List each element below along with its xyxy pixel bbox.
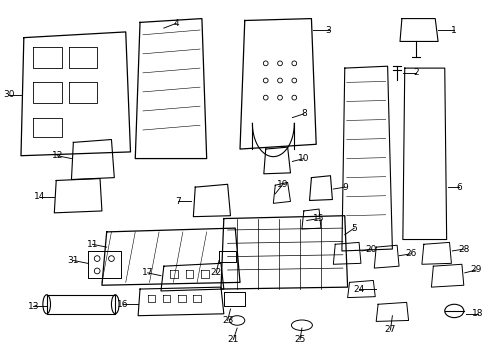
Text: 28: 28 [457,244,468,253]
Text: 24: 24 [353,284,364,293]
Text: 26: 26 [405,249,416,258]
Text: 10: 10 [298,154,309,163]
Text: 17: 17 [142,268,153,277]
Text: 14: 14 [34,192,45,201]
Text: 30: 30 [3,90,14,99]
Text: 8: 8 [300,109,306,118]
Text: 11: 11 [86,240,98,249]
Text: 12: 12 [51,151,63,160]
Text: 6: 6 [455,183,461,192]
Text: 15: 15 [313,214,324,223]
Text: 5: 5 [351,224,356,233]
Text: 23: 23 [222,316,233,325]
Text: 25: 25 [294,335,305,344]
Text: 2: 2 [412,68,418,77]
Text: 1: 1 [450,26,456,35]
Text: 31: 31 [67,256,79,265]
Text: 29: 29 [469,265,481,274]
Text: 20: 20 [365,244,376,253]
Text: 22: 22 [210,268,222,277]
Text: 21: 21 [227,335,239,344]
Text: 13: 13 [27,302,39,311]
Text: 7: 7 [175,197,181,206]
Text: 3: 3 [325,26,331,35]
Text: 18: 18 [471,309,483,318]
Text: 9: 9 [341,183,347,192]
Text: 4: 4 [173,19,179,28]
Text: 16: 16 [117,300,128,309]
Text: 19: 19 [277,180,288,189]
Text: 27: 27 [384,325,395,334]
